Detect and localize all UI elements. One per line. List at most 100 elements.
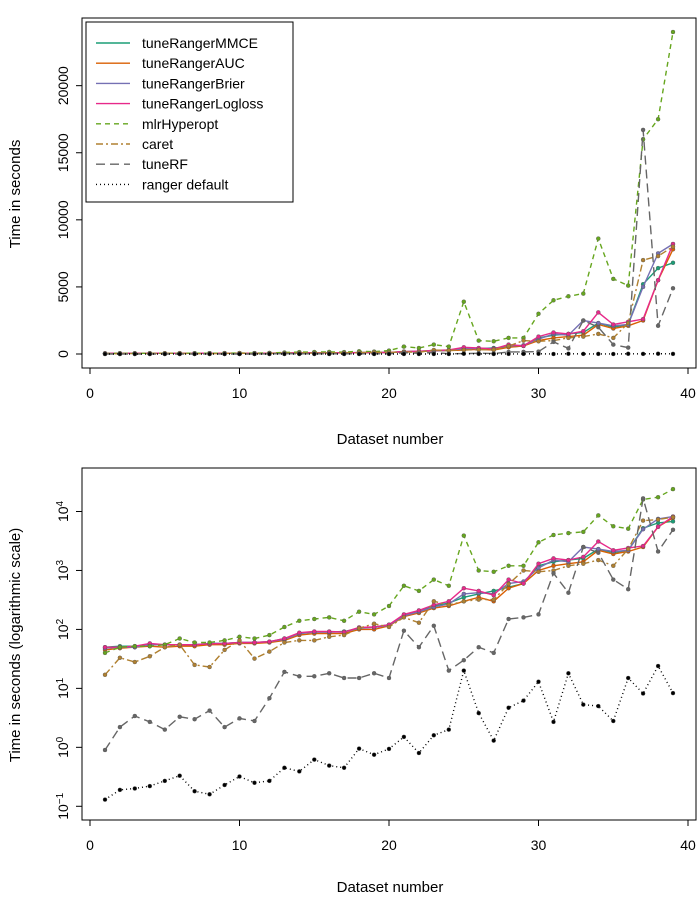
data-point — [147, 644, 153, 649]
data-point — [117, 645, 123, 650]
series-mlrhyperopt-bottom — [102, 486, 676, 656]
data-point — [551, 330, 556, 335]
data-point — [626, 546, 631, 552]
data-point — [192, 351, 197, 357]
data-point — [491, 597, 496, 602]
data-point — [252, 351, 257, 357]
data-point — [551, 351, 556, 357]
data-point — [611, 342, 616, 347]
legend-item: tuneRF — [96, 156, 188, 172]
data-point — [341, 632, 347, 638]
data-point — [566, 331, 571, 337]
data-point — [521, 338, 526, 343]
series-ranger-default-bottom — [102, 663, 676, 802]
y-tick-label: 5000 — [55, 271, 71, 302]
data-point — [491, 738, 496, 743]
data-point — [670, 244, 676, 249]
data-point — [566, 530, 571, 536]
data-point — [431, 602, 436, 608]
data-point — [192, 662, 197, 668]
data-point — [341, 618, 347, 623]
data-point — [566, 671, 571, 676]
data-point — [611, 322, 616, 327]
series-group-top — [102, 29, 676, 357]
data-point — [536, 612, 541, 617]
data-point — [207, 708, 212, 713]
legend-label: ranger default — [142, 176, 229, 192]
series-ranger-default-top — [102, 351, 676, 357]
data-point — [371, 612, 377, 617]
data-point — [596, 331, 601, 337]
data-point — [611, 524, 616, 529]
data-point — [117, 724, 123, 730]
data-point — [446, 344, 451, 349]
data-point — [521, 581, 526, 586]
data-point — [670, 29, 676, 35]
series-line — [104, 243, 674, 355]
data-point — [312, 757, 317, 762]
data-point — [655, 663, 661, 669]
series-tunerangerbrier-top — [102, 241, 676, 356]
data-point — [581, 351, 586, 357]
data-point — [551, 571, 556, 576]
data-point — [341, 765, 347, 770]
data-point — [581, 329, 586, 334]
data-point — [446, 727, 451, 732]
data-point — [551, 298, 556, 303]
data-point — [596, 310, 601, 315]
data-point — [192, 640, 197, 645]
chart-top: 0 5000 10000 15000 20000 0 10 20 30 40 Dataset nu… — [7, 17, 697, 448]
data-point — [371, 752, 377, 757]
legend-label: tuneRF — [142, 156, 188, 172]
data-point — [476, 588, 481, 594]
series-tunerf-bottom — [102, 496, 676, 753]
data-point — [192, 717, 197, 722]
data-point — [581, 554, 586, 560]
data-point — [461, 347, 466, 353]
data-point — [551, 563, 556, 568]
data-point — [297, 674, 302, 679]
data-point — [386, 351, 392, 357]
data-point — [207, 792, 212, 797]
data-point — [356, 626, 362, 631]
y-tick-label: 101 — [55, 677, 72, 699]
data-point — [566, 563, 571, 568]
series-tunerangerauc-top — [102, 247, 676, 356]
data-point — [461, 658, 466, 663]
data-point — [536, 311, 541, 316]
data-point — [596, 550, 601, 555]
data-point — [461, 351, 466, 356]
data-point — [222, 724, 227, 730]
data-point — [267, 649, 272, 654]
data-point — [132, 713, 138, 719]
data-point — [327, 351, 332, 357]
data-point — [640, 496, 646, 501]
data-point — [132, 351, 138, 357]
series-tunerangermmce-bottom — [102, 519, 676, 650]
data-point — [147, 351, 153, 357]
data-point — [356, 351, 362, 357]
x-tick-label: 10 — [232, 385, 248, 401]
axes-bottom: 10−1 100 101 102 103 104 0 10 20 30 40 — [55, 500, 696, 853]
data-point — [416, 645, 422, 650]
series-tunerangerbrier-bottom — [102, 514, 676, 651]
data-point — [626, 675, 631, 681]
legend-box — [85, 21, 294, 203]
data-point — [252, 636, 257, 641]
data-point — [312, 638, 317, 643]
data-point — [431, 577, 436, 582]
data-point — [102, 645, 108, 650]
data-point — [506, 705, 511, 710]
data-point — [132, 644, 138, 649]
data-point — [506, 577, 511, 582]
data-point — [177, 636, 182, 641]
data-point — [640, 257, 646, 263]
data-point — [655, 116, 661, 122]
data-point — [611, 563, 616, 568]
y-tick-label: 15000 — [55, 133, 71, 172]
data-point — [446, 602, 451, 608]
data-point — [267, 778, 272, 784]
data-point — [207, 664, 212, 670]
data-point — [222, 638, 227, 643]
